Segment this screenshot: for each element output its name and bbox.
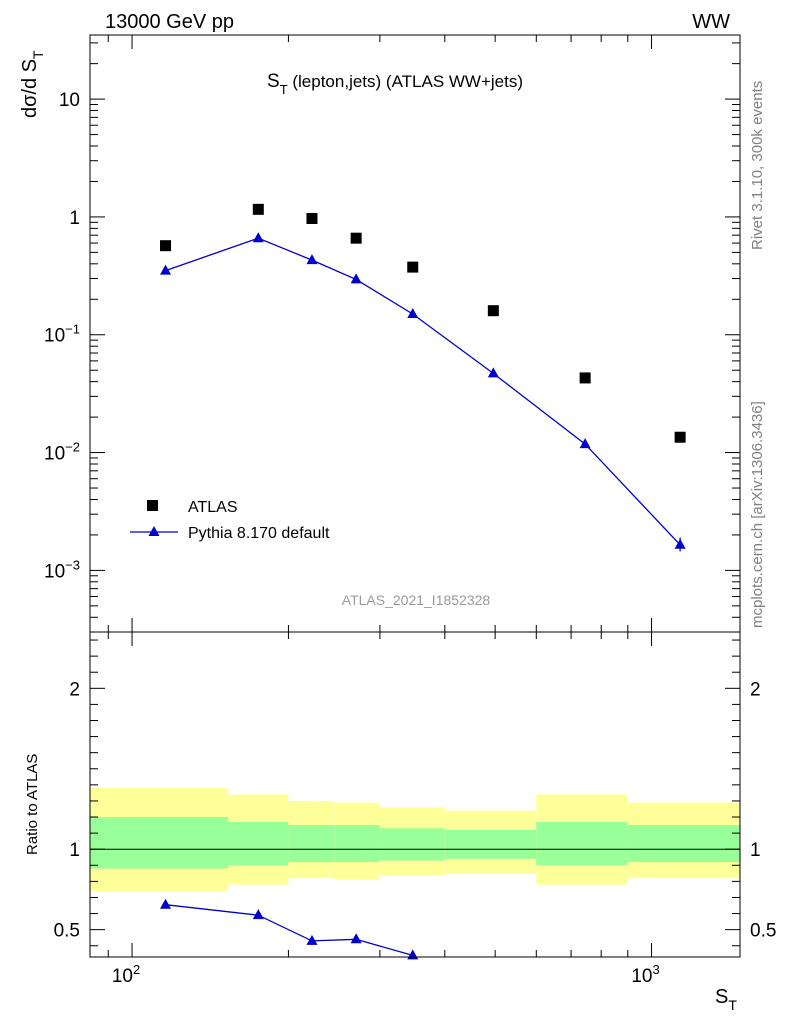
main-title-sub: T <box>280 82 288 97</box>
main-y-tick-label: 10−2 <box>44 440 80 465</box>
inner-uncertainty-band <box>627 825 740 863</box>
ratio-pythia-point <box>252 909 264 920</box>
ratio-y-tick-label-right: 1 <box>750 840 761 861</box>
pythia-point <box>579 438 591 449</box>
atlas-point <box>350 232 362 244</box>
x-tick-label-base: 10 <box>631 966 652 987</box>
atlas-point <box>160 240 172 252</box>
ratio-y-tick-labels: 2 2 1 1 0.5 0.5 <box>54 679 777 941</box>
legend-pythia-marker <box>148 526 160 536</box>
x-tick-labels: 102 103 <box>112 962 660 987</box>
ratio-pythia-markers <box>160 898 419 960</box>
pythia-point <box>252 232 264 243</box>
inner-uncertainty-band <box>379 828 445 861</box>
x-tick-label-exp: 2 <box>133 962 140 977</box>
atlas-markers <box>160 203 686 443</box>
main-y-tick-label: 10−1 <box>44 322 80 347</box>
ratio-pythia-point <box>350 933 362 944</box>
ratio-y-tick-label-right: 0.5 <box>750 921 776 942</box>
main-y-tick-label: 10 <box>59 90 80 111</box>
ratio-panel: 2 21 10.5 0.5 102 103 Ratio to ATLAS ST <box>24 631 777 1013</box>
inner-uncertainty-band <box>227 821 289 866</box>
pythia-markers <box>160 232 686 552</box>
x-axis-label-main: S <box>715 986 728 1008</box>
ratio-pythia-curve <box>165 904 413 957</box>
uncertainty-bands <box>90 788 740 892</box>
main-title-s: S <box>267 71 280 92</box>
ratio-y-tick-label-right: 2 <box>750 679 761 700</box>
x-axis-label: ST <box>715 986 737 1013</box>
pythia-point <box>306 254 318 265</box>
legend-atlas-label: ATLAS <box>188 499 238 516</box>
x-axis-label-sub: T <box>728 997 737 1013</box>
atlas-point <box>579 372 591 384</box>
pythia-curve <box>165 237 681 546</box>
pythia-point <box>350 273 362 284</box>
inner-uncertainty-band <box>536 821 628 866</box>
x-tick-label: 102 <box>112 962 140 987</box>
main-y-tick-label-base: 10 <box>44 561 65 582</box>
ratio-axis-ticks <box>90 632 740 957</box>
ratio-y-tick-label-left: 2 <box>69 679 80 700</box>
main-y-tick-label-base: 10 <box>44 444 65 465</box>
analysis-watermark: ATLAS_2021_I1852328 <box>342 592 491 608</box>
main-y-tick-label: 10−3 <box>44 557 80 582</box>
energy-label: 13000 GeV pp <box>105 11 234 33</box>
mcplots-label: mcplots.cern.ch [arXiv:1306.3436] <box>749 401 766 628</box>
main-y-tick-label-exp: −2 <box>65 440 80 455</box>
main-axis-ticks <box>90 35 740 633</box>
atlas-point <box>252 203 264 215</box>
main-y-label-main: dσ/d S <box>19 59 41 118</box>
atlas-point <box>674 431 686 443</box>
pythia-point <box>407 308 419 319</box>
atlas-point <box>306 212 318 224</box>
ratio-frame <box>89 631 741 958</box>
ratio-y-label: Ratio to ATLAS <box>24 754 41 855</box>
inner-uncertainty-band <box>90 817 228 869</box>
main-y-tick-label-base: 10 <box>44 326 65 347</box>
ratio-y-tick-label-left: 0.5 <box>54 921 80 942</box>
rivet-version-label: Rivet 3.1.10, 300k events <box>749 81 766 250</box>
main-title-rest: (lepton,jets) (ATLAS WW+jets) <box>288 72 523 91</box>
main-title: ST (lepton,jets) (ATLAS WW+jets) <box>267 71 523 97</box>
main-y-label: dσ/d ST <box>19 50 46 118</box>
x-tick-label: 103 <box>631 962 659 987</box>
pythia-point <box>160 264 172 275</box>
ratio-pythia-point <box>306 934 318 945</box>
legend: ATLAS Pythia 8.170 default <box>130 499 330 542</box>
inner-uncertainty-band <box>444 829 537 859</box>
legend-atlas-marker <box>147 500 158 511</box>
main-y-tick-label-exp: −1 <box>65 322 80 337</box>
main-y-label-sub: T <box>30 50 46 59</box>
atlas-point <box>487 305 499 317</box>
legend-pythia-label: Pythia 8.170 default <box>188 525 330 542</box>
atlas-point <box>407 261 419 273</box>
main-y-tick-label-exp: −3 <box>65 557 80 572</box>
x-tick-label-exp: 3 <box>653 962 660 977</box>
inner-uncertainty-band <box>334 825 380 863</box>
ratio-pythia-point <box>160 898 172 909</box>
main-frame <box>89 34 741 633</box>
process-label: WW <box>692 11 730 33</box>
inner-uncertainty-band <box>288 825 335 863</box>
main-y-tick-label: 1 <box>69 208 80 229</box>
x-tick-label-base: 10 <box>112 966 133 987</box>
ratio-y-tick-label-left: 1 <box>69 840 80 861</box>
pythia-point <box>487 367 499 378</box>
